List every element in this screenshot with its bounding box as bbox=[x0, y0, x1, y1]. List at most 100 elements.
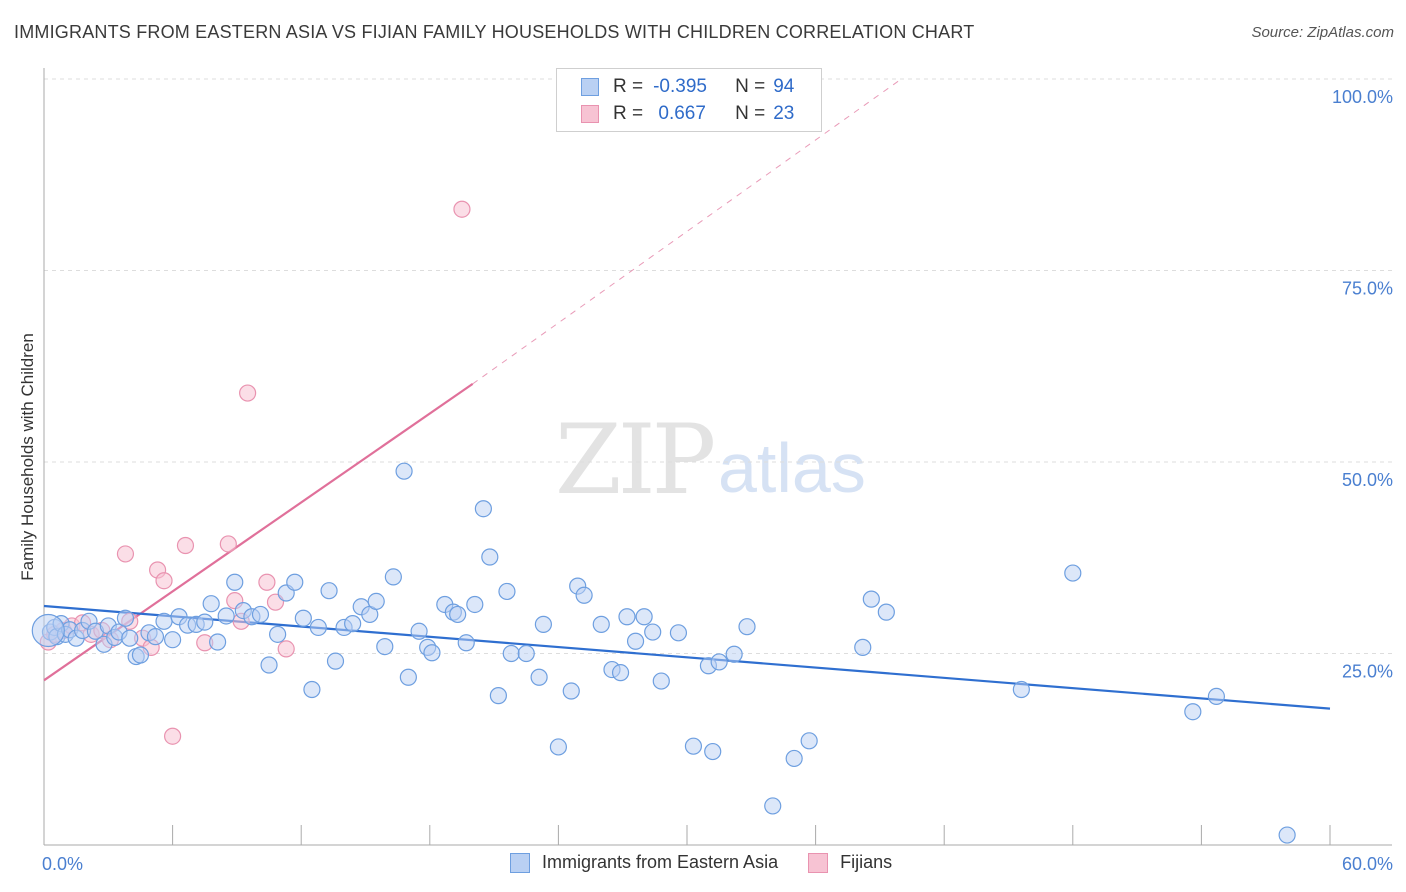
eastern-asia-point bbox=[635, 608, 653, 626]
legend-swatch-pink bbox=[581, 105, 599, 123]
fijian-point bbox=[219, 535, 237, 553]
legend-swatch-pink bbox=[808, 852, 829, 873]
eastern-asia-point bbox=[481, 548, 499, 566]
eastern-asia-point bbox=[303, 680, 321, 699]
eastern-asia-point bbox=[286, 573, 304, 591]
legend-r-value: -0.395 bbox=[653, 76, 707, 97]
legend-row-eastern-asia: R = -0.395 N = 94 bbox=[581, 75, 794, 99]
eastern-asia-point bbox=[1064, 564, 1082, 582]
eastern-asia-point bbox=[534, 615, 552, 633]
eastern-asia-point bbox=[562, 682, 580, 700]
legend-swatch-blue bbox=[510, 852, 530, 873]
x-tick-label-max: 60.0% bbox=[1342, 854, 1393, 874]
watermark-atlas: atlas bbox=[718, 429, 866, 507]
eastern-asia-point bbox=[131, 646, 150, 664]
eastern-asia-point bbox=[269, 625, 287, 643]
legend-r-label: R = bbox=[613, 76, 644, 97]
eastern-asia-point bbox=[502, 644, 520, 663]
fijian-point bbox=[116, 545, 135, 563]
eastern-asia-point bbox=[410, 622, 428, 640]
legend-n-label: N = bbox=[735, 103, 766, 124]
eastern-asia-point bbox=[854, 638, 872, 656]
eastern-asia-point bbox=[725, 645, 743, 663]
eastern-asia-trend-line bbox=[43, 604, 1331, 710]
x-tick-label-min: 0.0% bbox=[42, 854, 83, 874]
fijian-point bbox=[155, 572, 173, 590]
legend-label-fijians: Fijians bbox=[840, 852, 893, 872]
eastern-asia-point bbox=[344, 615, 362, 633]
eastern-asia-point bbox=[155, 612, 173, 630]
eastern-asia-point bbox=[785, 749, 803, 768]
fijian-point bbox=[258, 573, 276, 591]
correlation-legend: R = -0.395 N = 94 R = 0.667 N = 23 bbox=[556, 68, 822, 132]
eastern-asia-point bbox=[260, 656, 278, 674]
legend-item-fijians: Fijians bbox=[808, 852, 892, 873]
eastern-asia-point bbox=[449, 605, 467, 624]
eastern-asia-point bbox=[575, 586, 593, 604]
eastern-asia-point bbox=[517, 644, 535, 663]
eastern-asia-point bbox=[738, 618, 756, 636]
eastern-asia-point bbox=[395, 462, 413, 480]
eastern-asia-point bbox=[1184, 703, 1202, 721]
fijian-point bbox=[164, 727, 182, 745]
source-credit: Source: ZipAtlas.com bbox=[1251, 24, 1394, 41]
eastern-asia-point bbox=[704, 742, 722, 761]
eastern-asia-point bbox=[644, 623, 662, 641]
fijians-trend-extension bbox=[472, 78, 902, 385]
y-tick-label: 100.0% bbox=[1332, 87, 1393, 107]
eastern-asia-point bbox=[1278, 826, 1296, 844]
grid-lines bbox=[44, 78, 1392, 654]
eastern-asia-point bbox=[877, 603, 895, 621]
eastern-asia-point bbox=[549, 738, 568, 756]
eastern-asia-point bbox=[1012, 680, 1030, 699]
eastern-asia-point bbox=[209, 633, 227, 651]
eastern-asia-points bbox=[31, 462, 1296, 844]
eastern-asia-point bbox=[474, 500, 492, 518]
eastern-asia-point bbox=[466, 595, 484, 614]
fijian-point bbox=[453, 200, 471, 218]
eastern-asia-point bbox=[217, 607, 235, 625]
eastern-asia-point bbox=[376, 638, 394, 656]
y-tick-label: 50.0% bbox=[1342, 470, 1393, 490]
y-tick-label: 75.0% bbox=[1342, 279, 1393, 299]
fijian-point bbox=[239, 384, 257, 402]
eastern-asia-point bbox=[326, 652, 345, 670]
eastern-asia-point bbox=[320, 582, 338, 600]
legend-n-label: N = bbox=[735, 76, 766, 97]
eastern-asia-point bbox=[251, 605, 270, 624]
eastern-asia-point bbox=[367, 592, 385, 611]
eastern-asia-point bbox=[294, 609, 312, 627]
eastern-asia-point bbox=[31, 613, 65, 648]
legend-label-eastern-asia: Immigrants from Eastern Asia bbox=[542, 852, 779, 872]
eastern-asia-point bbox=[862, 590, 880, 608]
legend-r-label: R = bbox=[613, 103, 644, 124]
eastern-asia-point bbox=[592, 615, 610, 633]
legend-r-value: 0.667 bbox=[653, 103, 706, 124]
legend-row-fijians: R = 0.667 N = 23 bbox=[581, 102, 794, 126]
legend-n-value: 23 bbox=[773, 103, 795, 124]
eastern-asia-point bbox=[116, 609, 135, 627]
eastern-asia-point bbox=[164, 631, 182, 649]
eastern-asia-point bbox=[121, 629, 139, 647]
eastern-asia-point bbox=[618, 608, 636, 626]
fijian-point bbox=[176, 536, 195, 555]
y-tick-label: 25.0% bbox=[1342, 662, 1393, 682]
eastern-asia-point bbox=[146, 628, 165, 646]
eastern-asia-point bbox=[652, 672, 670, 690]
eastern-asia-point bbox=[309, 618, 327, 637]
eastern-asia-point bbox=[202, 595, 220, 613]
eastern-asia-point bbox=[1207, 687, 1226, 705]
eastern-asia-point bbox=[611, 664, 630, 682]
eastern-asia-point bbox=[669, 624, 688, 642]
eastern-asia-point bbox=[489, 687, 507, 705]
eastern-asia-point bbox=[800, 732, 818, 750]
watermark-zip: ZIP bbox=[555, 404, 716, 516]
eastern-asia-point bbox=[423, 644, 441, 662]
eastern-asia-point bbox=[684, 737, 703, 755]
legend-n-value: 94 bbox=[773, 76, 795, 97]
eastern-asia-point bbox=[226, 573, 244, 591]
eastern-asia-point bbox=[530, 668, 548, 686]
legend-swatch-blue bbox=[581, 78, 599, 96]
axes bbox=[43, 68, 1392, 846]
series-legend: Immigrants from Eastern Asia Fijians bbox=[510, 852, 922, 873]
